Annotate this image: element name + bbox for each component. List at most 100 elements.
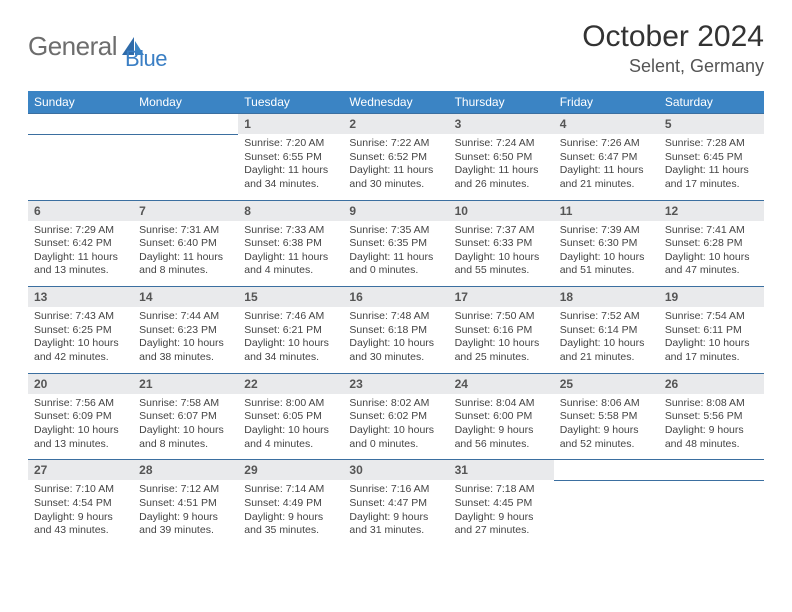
sunrise-text: Sunrise: 7:35 AM bbox=[349, 224, 442, 238]
sunrise-text: Sunrise: 7:18 AM bbox=[455, 483, 548, 497]
sunset-text: Sunset: 6:50 PM bbox=[455, 151, 548, 165]
sunrise-text: Sunrise: 7:14 AM bbox=[244, 483, 337, 497]
daylight-text-1: Daylight: 10 hours bbox=[139, 424, 232, 438]
date-body-cell: Sunrise: 7:41 AMSunset: 6:28 PMDaylight:… bbox=[659, 221, 764, 287]
date-body-cell bbox=[659, 480, 764, 546]
date-number-cell: 5 bbox=[659, 114, 764, 135]
sunset-text: Sunset: 6:23 PM bbox=[139, 324, 232, 338]
date-number-cell: 18 bbox=[554, 287, 659, 308]
date-body-cell: Sunrise: 7:46 AMSunset: 6:21 PMDaylight:… bbox=[238, 307, 343, 373]
date-number-cell: 2 bbox=[343, 114, 448, 135]
date-number-cell: 30 bbox=[343, 460, 448, 481]
daylight-text-1: Daylight: 9 hours bbox=[244, 511, 337, 525]
sunset-text: Sunset: 6:25 PM bbox=[34, 324, 127, 338]
daylight-text-2: and 4 minutes. bbox=[244, 438, 337, 452]
date-body-cell bbox=[28, 134, 133, 200]
daylight-text-1: Daylight: 10 hours bbox=[455, 337, 548, 351]
sunrise-text: Sunrise: 7:41 AM bbox=[665, 224, 758, 238]
daylight-text-2: and 26 minutes. bbox=[455, 178, 548, 192]
logo: General Blue bbox=[28, 20, 167, 72]
day-header: Saturday bbox=[659, 91, 764, 114]
date-body-cell: Sunrise: 7:14 AMSunset: 4:49 PMDaylight:… bbox=[238, 480, 343, 546]
sunrise-text: Sunrise: 7:12 AM bbox=[139, 483, 232, 497]
date-body-cell bbox=[133, 134, 238, 200]
sunset-text: Sunset: 4:45 PM bbox=[455, 497, 548, 511]
daylight-text-1: Daylight: 9 hours bbox=[349, 511, 442, 525]
sunset-text: Sunset: 6:09 PM bbox=[34, 410, 127, 424]
daylight-text-2: and 42 minutes. bbox=[34, 351, 127, 365]
sunrise-text: Sunrise: 8:06 AM bbox=[560, 397, 653, 411]
sunrise-text: Sunrise: 7:28 AM bbox=[665, 137, 758, 151]
date-body-cell: Sunrise: 7:16 AMSunset: 4:47 PMDaylight:… bbox=[343, 480, 448, 546]
date-body-cell: Sunrise: 7:20 AMSunset: 6:55 PMDaylight:… bbox=[238, 134, 343, 200]
daylight-text-2: and 27 minutes. bbox=[455, 524, 548, 538]
date-number-cell bbox=[554, 460, 659, 481]
daylight-text-1: Daylight: 11 hours bbox=[665, 164, 758, 178]
sunrise-text: Sunrise: 7:16 AM bbox=[349, 483, 442, 497]
date-body-cell: Sunrise: 7:35 AMSunset: 6:35 PMDaylight:… bbox=[343, 221, 448, 287]
date-number-cell: 9 bbox=[343, 200, 448, 221]
date-number-cell: 25 bbox=[554, 373, 659, 394]
date-body-cell bbox=[554, 480, 659, 546]
date-number-cell: 8 bbox=[238, 200, 343, 221]
date-number-cell: 23 bbox=[343, 373, 448, 394]
sunset-text: Sunset: 6:18 PM bbox=[349, 324, 442, 338]
daylight-text-1: Daylight: 10 hours bbox=[244, 337, 337, 351]
sunset-text: Sunset: 6:40 PM bbox=[139, 237, 232, 251]
daylight-text-2: and 17 minutes. bbox=[665, 178, 758, 192]
daylight-text-1: Daylight: 10 hours bbox=[560, 337, 653, 351]
daylight-text-2: and 51 minutes. bbox=[560, 264, 653, 278]
date-body-row: Sunrise: 7:10 AMSunset: 4:54 PMDaylight:… bbox=[28, 480, 764, 546]
date-body-cell: Sunrise: 7:58 AMSunset: 6:07 PMDaylight:… bbox=[133, 394, 238, 460]
sunrise-text: Sunrise: 7:33 AM bbox=[244, 224, 337, 238]
sunrise-text: Sunrise: 7:39 AM bbox=[560, 224, 653, 238]
date-number-cell: 7 bbox=[133, 200, 238, 221]
sunrise-text: Sunrise: 7:26 AM bbox=[560, 137, 653, 151]
sunrise-text: Sunrise: 7:22 AM bbox=[349, 137, 442, 151]
sunrise-text: Sunrise: 7:46 AM bbox=[244, 310, 337, 324]
day-header: Wednesday bbox=[343, 91, 448, 114]
day-header: Tuesday bbox=[238, 91, 343, 114]
date-number-cell: 6 bbox=[28, 200, 133, 221]
date-body-cell: Sunrise: 8:02 AMSunset: 6:02 PMDaylight:… bbox=[343, 394, 448, 460]
daylight-text-2: and 21 minutes. bbox=[560, 351, 653, 365]
date-body-cell: Sunrise: 7:18 AMSunset: 4:45 PMDaylight:… bbox=[449, 480, 554, 546]
sunset-text: Sunset: 6:45 PM bbox=[665, 151, 758, 165]
date-number-cell: 11 bbox=[554, 200, 659, 221]
sunset-text: Sunset: 6:55 PM bbox=[244, 151, 337, 165]
date-body-cell: Sunrise: 8:00 AMSunset: 6:05 PMDaylight:… bbox=[238, 394, 343, 460]
daylight-text-1: Daylight: 10 hours bbox=[139, 337, 232, 351]
daylight-text-2: and 8 minutes. bbox=[139, 264, 232, 278]
date-body-cell: Sunrise: 7:22 AMSunset: 6:52 PMDaylight:… bbox=[343, 134, 448, 200]
daylight-text-2: and 0 minutes. bbox=[349, 438, 442, 452]
date-number-cell: 26 bbox=[659, 373, 764, 394]
day-header: Thursday bbox=[449, 91, 554, 114]
header: General Blue October 2024 Selent, German… bbox=[28, 20, 764, 77]
date-number-cell: 29 bbox=[238, 460, 343, 481]
daylight-text-1: Daylight: 9 hours bbox=[34, 511, 127, 525]
date-number-cell: 20 bbox=[28, 373, 133, 394]
date-body-cell: Sunrise: 7:28 AMSunset: 6:45 PMDaylight:… bbox=[659, 134, 764, 200]
date-body-cell: Sunrise: 7:12 AMSunset: 4:51 PMDaylight:… bbox=[133, 480, 238, 546]
day-header-row: SundayMondayTuesdayWednesdayThursdayFrid… bbox=[28, 91, 764, 114]
sunrise-text: Sunrise: 7:58 AM bbox=[139, 397, 232, 411]
daylight-text-1: Daylight: 9 hours bbox=[560, 424, 653, 438]
date-body-cell: Sunrise: 8:06 AMSunset: 5:58 PMDaylight:… bbox=[554, 394, 659, 460]
daylight-text-1: Daylight: 9 hours bbox=[139, 511, 232, 525]
calendar-table: SundayMondayTuesdayWednesdayThursdayFrid… bbox=[28, 91, 764, 546]
day-header: Monday bbox=[133, 91, 238, 114]
sunset-text: Sunset: 6:42 PM bbox=[34, 237, 127, 251]
daylight-text-2: and 52 minutes. bbox=[560, 438, 653, 452]
date-body-cell: Sunrise: 8:08 AMSunset: 5:56 PMDaylight:… bbox=[659, 394, 764, 460]
daylight-text-2: and 4 minutes. bbox=[244, 264, 337, 278]
daylight-text-1: Daylight: 10 hours bbox=[665, 337, 758, 351]
daylight-text-1: Daylight: 9 hours bbox=[455, 511, 548, 525]
date-body-cell: Sunrise: 7:29 AMSunset: 6:42 PMDaylight:… bbox=[28, 221, 133, 287]
calendar-body: 12345Sunrise: 7:20 AMSunset: 6:55 PMDayl… bbox=[28, 114, 764, 546]
sunrise-text: Sunrise: 8:04 AM bbox=[455, 397, 548, 411]
date-body-row: Sunrise: 7:20 AMSunset: 6:55 PMDaylight:… bbox=[28, 134, 764, 200]
sunrise-text: Sunrise: 8:02 AM bbox=[349, 397, 442, 411]
date-number-cell: 1 bbox=[238, 114, 343, 135]
logo-text-blue: Blue bbox=[125, 46, 167, 72]
daylight-text-1: Daylight: 10 hours bbox=[349, 337, 442, 351]
